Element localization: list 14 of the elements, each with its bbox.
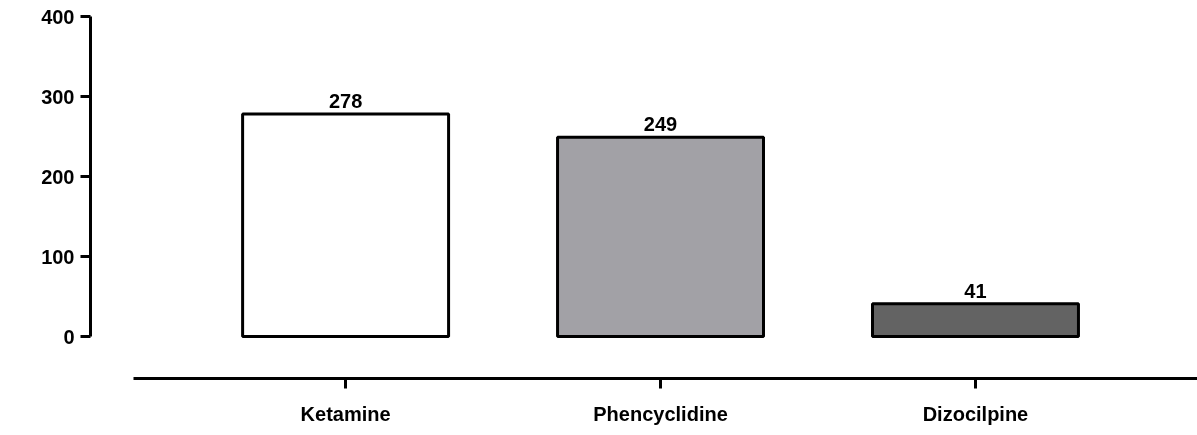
data-label: 41 bbox=[964, 279, 987, 302]
y-tick-label: 300 bbox=[41, 85, 75, 108]
bar bbox=[556, 135, 766, 339]
y-tick-label: 200 bbox=[41, 165, 75, 188]
x-tick-label: Ketamine bbox=[300, 402, 391, 425]
x-tick-label: Phencyclidine bbox=[593, 402, 728, 425]
y-tick-label: 400 bbox=[41, 5, 75, 28]
bar bbox=[870, 302, 1080, 339]
y-tick-label: 0 bbox=[63, 325, 75, 348]
data-label: 249 bbox=[643, 113, 678, 136]
data-label: 278 bbox=[328, 90, 363, 113]
y-tick-label: 100 bbox=[41, 245, 75, 268]
bar bbox=[241, 112, 451, 339]
x-tick-label: Dizocilpine bbox=[922, 402, 1029, 425]
